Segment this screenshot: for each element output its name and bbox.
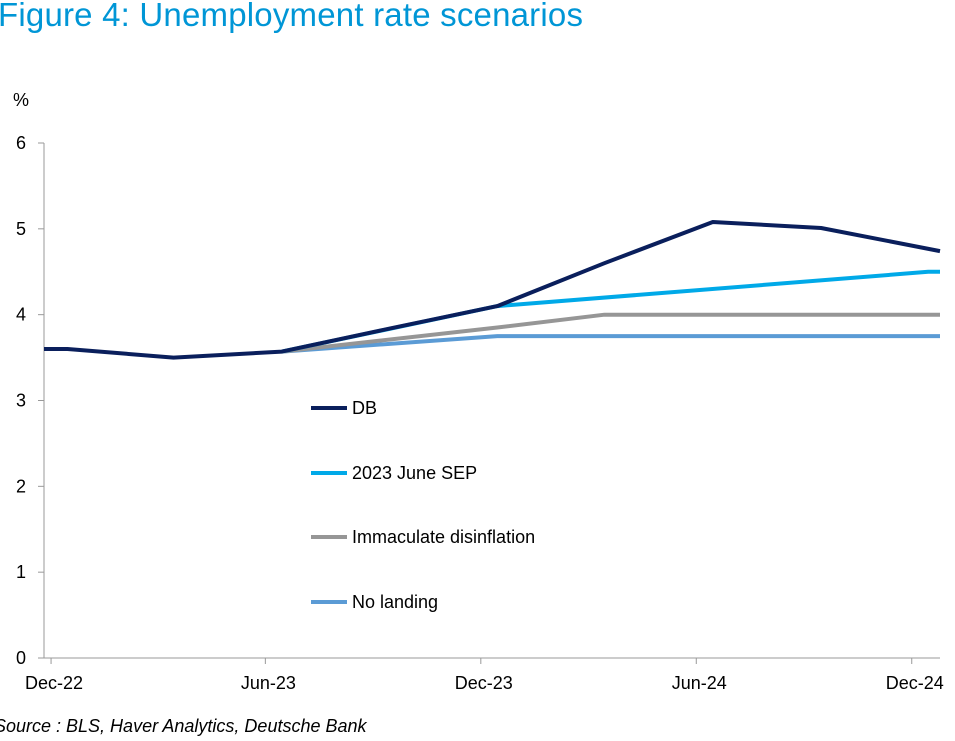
y-axis-unit-label: % <box>13 90 29 110</box>
x-tick-label: Dec-23 <box>455 673 513 693</box>
x-tick-label: Jun-23 <box>241 673 296 693</box>
y-tick-label: 6 <box>16 133 26 153</box>
legend-label: DB <box>352 398 377 418</box>
source-note: Source : BLS, Haver Analytics, Deutsche … <box>0 716 367 736</box>
y-tick-label: 4 <box>16 305 26 325</box>
x-tick-label: Dec-24 <box>886 673 944 693</box>
chart-title: Figure 4: Unemployment rate scenarios <box>0 0 584 33</box>
legend-label: 2023 June SEP <box>352 463 477 483</box>
y-tick-label: 1 <box>16 562 26 582</box>
legend-label: Immaculate disinflation <box>352 527 535 547</box>
legend-label: No landing <box>352 592 438 612</box>
y-tick-label: 0 <box>16 648 26 668</box>
series-line-db <box>44 220 941 360</box>
series-line-no-landing <box>281 334 940 354</box>
x-tick-label: Jun-24 <box>672 673 727 693</box>
series-line-immaculate-disinflation <box>281 312 940 354</box>
y-tick-label: 5 <box>16 219 26 239</box>
y-tick-label: 2 <box>16 476 26 496</box>
x-tick-label: Dec-22 <box>25 673 83 693</box>
y-tick-label: 3 <box>16 391 26 411</box>
